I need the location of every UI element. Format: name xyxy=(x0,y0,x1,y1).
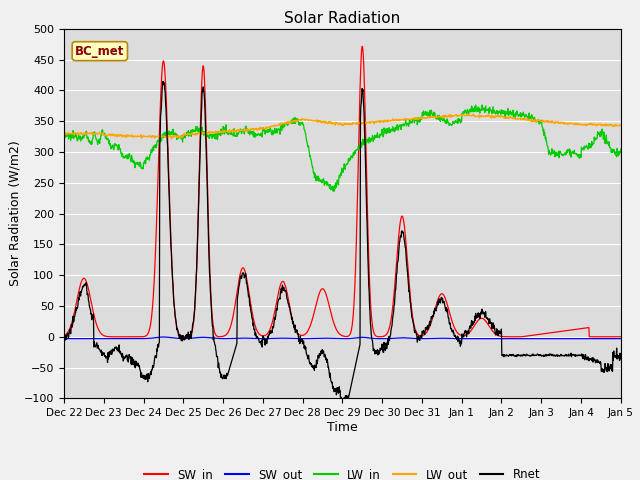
LW_out xyxy=(60,130,68,135)
SW_out xyxy=(617,336,625,342)
SW_in xyxy=(358,44,366,49)
LW_out xyxy=(168,136,175,142)
LW_in xyxy=(246,128,254,133)
SW_out xyxy=(387,336,394,341)
SW_in xyxy=(559,328,566,334)
Rnet xyxy=(617,356,625,362)
X-axis label: Time: Time xyxy=(327,421,358,434)
LW_in xyxy=(559,153,567,158)
Rnet xyxy=(247,306,255,312)
LW_out xyxy=(387,117,394,123)
SW_in xyxy=(60,333,68,338)
LW_out xyxy=(415,117,422,122)
SW_out xyxy=(60,336,68,342)
LW_out xyxy=(559,120,567,126)
LW_in xyxy=(60,134,68,140)
Line: LW_out: LW_out xyxy=(64,114,621,139)
Rnet xyxy=(60,340,68,346)
SW_out xyxy=(181,336,189,341)
LW_in xyxy=(330,189,338,194)
SW_in xyxy=(181,334,189,340)
LW_out xyxy=(181,132,189,138)
LW_in xyxy=(478,102,486,108)
SW_out xyxy=(247,336,255,341)
LW_in xyxy=(617,146,625,152)
Legend: SW_in, SW_out, LW_in, LW_out, Rnet: SW_in, SW_out, LW_in, LW_out, Rnet xyxy=(140,463,545,480)
Rnet xyxy=(159,78,167,84)
Line: LW_in: LW_in xyxy=(64,105,621,192)
LW_out xyxy=(469,111,477,117)
LW_in xyxy=(387,128,394,133)
SW_out xyxy=(415,336,422,341)
LW_out xyxy=(247,127,255,133)
Rnet xyxy=(475,314,483,320)
Line: SW_out: SW_out xyxy=(64,337,621,339)
LW_in xyxy=(181,132,189,138)
LW_out xyxy=(475,113,483,119)
Title: Solar Radiation: Solar Radiation xyxy=(284,11,401,26)
Line: Rnet: Rnet xyxy=(64,81,621,401)
SW_out xyxy=(159,334,167,340)
LW_in xyxy=(415,116,422,121)
Rnet xyxy=(559,353,567,359)
SW_in xyxy=(415,332,422,338)
LW_out xyxy=(617,123,625,129)
SW_out xyxy=(559,336,566,342)
Text: BC_met: BC_met xyxy=(75,45,125,58)
Rnet xyxy=(415,336,423,342)
SW_in xyxy=(246,298,254,303)
SW_out xyxy=(474,336,482,342)
Y-axis label: Solar Radiation (W/m2): Solar Radiation (W/m2) xyxy=(8,141,21,287)
Rnet xyxy=(344,398,351,404)
Rnet xyxy=(387,326,395,332)
SW_in xyxy=(474,317,482,323)
Line: SW_in: SW_in xyxy=(64,47,621,337)
SW_in xyxy=(617,334,625,340)
LW_in xyxy=(474,104,482,110)
SW_in xyxy=(387,319,394,324)
Rnet xyxy=(181,336,189,342)
